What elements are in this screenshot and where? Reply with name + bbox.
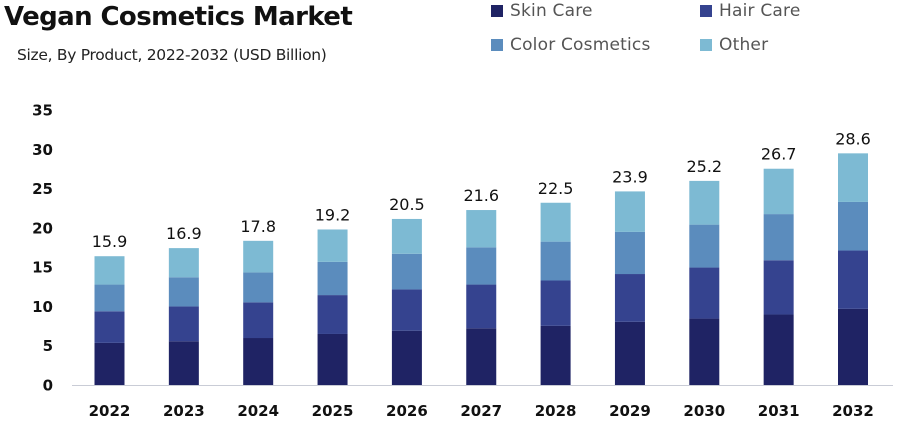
bar-segment-hair-care-2030: [689, 267, 720, 319]
data-label-2023: 16.9: [166, 224, 202, 243]
bar-segment-hair-care-2022: [94, 311, 125, 343]
bar-segment-other-2028: [540, 202, 571, 242]
bar-segment-color-cosmetics-2027: [466, 247, 497, 285]
bar-segment-skin-care-2029: [614, 321, 645, 385]
bar-segment-skin-care-2031: [763, 314, 794, 385]
legend-label-skin-care: Skin Care: [510, 1, 593, 21]
bar-segment-other-2029: [614, 191, 645, 232]
y-tick-label: 10: [32, 298, 53, 316]
data-label-2022: 15.9: [92, 232, 128, 251]
bar-segment-skin-care-2022: [94, 342, 125, 385]
y-tick-label: 0: [43, 377, 53, 395]
bar-segment-skin-care-2023: [168, 341, 199, 385]
bar-segment-other-2023: [168, 248, 199, 278]
chart-title: Vegan Cosmetics Market: [4, 2, 353, 32]
bar-segment-other-2026: [391, 218, 422, 254]
bar-segment-hair-care-2027: [466, 284, 497, 329]
bar-segment-other-2025: [317, 229, 348, 262]
data-label-2029: 23.9: [612, 167, 648, 186]
bar-segment-hair-care-2028: [540, 280, 571, 326]
data-label-2026: 20.5: [389, 195, 425, 214]
legend-label-other: Other: [719, 35, 769, 55]
x-tick-label-2023: 2023: [163, 402, 205, 420]
data-label-2027: 21.6: [463, 186, 499, 205]
bar-segment-color-cosmetics-2030: [689, 224, 720, 268]
x-tick-label-2027: 2027: [460, 402, 502, 420]
bar-segment-color-cosmetics-2025: [317, 261, 348, 296]
bar-segment-color-cosmetics-2023: [168, 277, 199, 307]
bar-segment-skin-care-2026: [391, 330, 422, 385]
data-label-2030: 25.2: [686, 157, 722, 176]
x-tick-label-2026: 2026: [386, 402, 428, 420]
y-tick-label: 25: [32, 180, 53, 198]
x-tick-label-2025: 2025: [312, 402, 354, 420]
legend-label-hair-care: Hair Care: [719, 1, 801, 21]
x-tick-label-2030: 2030: [683, 402, 725, 420]
bar-segment-hair-care-2025: [317, 295, 348, 334]
bar-segment-other-2024: [243, 240, 274, 273]
data-label-2031: 26.7: [761, 145, 797, 164]
legend-item-other: Other: [700, 35, 768, 55]
legend-swatch-color-cosmetics: [491, 39, 503, 51]
bar-segment-other-2032: [838, 153, 868, 202]
legend-item-color-cosmetics: Color Cosmetics: [491, 35, 651, 55]
data-label-2032: 28.6: [835, 129, 871, 148]
x-tick-label-2029: 2029: [609, 402, 651, 420]
bar-segment-hair-care-2026: [391, 289, 422, 331]
legend-item-hair-care: Hair Care: [700, 1, 800, 21]
bar-segment-skin-care-2024: [243, 338, 274, 385]
bar-segment-hair-care-2031: [763, 260, 794, 315]
legend-item-skin-care: Skin Care: [491, 1, 593, 21]
legend-swatch-hair-care: [700, 5, 712, 17]
x-tick-label-2032: 2032: [832, 402, 874, 420]
bar-segment-color-cosmetics-2022: [94, 284, 125, 312]
bar-segment-hair-care-2024: [243, 302, 274, 339]
y-tick-label: 15: [32, 259, 53, 277]
data-label-2025: 19.2: [315, 205, 351, 224]
y-tick-label: 35: [32, 102, 53, 120]
bar-segment-color-cosmetics-2029: [614, 231, 645, 275]
bar-segment-skin-care-2027: [466, 328, 497, 385]
data-label-2028: 22.5: [538, 179, 574, 198]
bar-segment-color-cosmetics-2024: [243, 272, 274, 303]
x-tick-label-2028: 2028: [535, 402, 577, 420]
bar-segment-hair-care-2023: [168, 306, 199, 342]
bar-segment-hair-care-2029: [614, 274, 645, 322]
x-tick-label-2022: 2022: [89, 402, 131, 420]
bar-segment-other-2027: [466, 210, 497, 248]
bar-segment-skin-care-2025: [317, 333, 348, 385]
bar-segment-skin-care-2032: [838, 308, 868, 385]
legend-swatch-skin-care: [491, 5, 503, 17]
x-tick-label-2031: 2031: [758, 402, 800, 420]
y-tick-label: 20: [32, 219, 53, 237]
bar-segment-skin-care-2030: [689, 318, 720, 385]
bar-segment-other-2030: [689, 180, 720, 225]
bar-segment-hair-care-2032: [838, 250, 868, 309]
x-tick-label-2024: 2024: [237, 402, 279, 420]
legend-label-color-cosmetics: Color Cosmetics: [510, 35, 651, 55]
legend-swatch-other: [700, 39, 712, 51]
bar-segment-color-cosmetics-2031: [763, 214, 794, 261]
data-label-2024: 17.8: [240, 217, 276, 236]
bar-segment-color-cosmetics-2032: [838, 201, 868, 251]
bar-segment-color-cosmetics-2028: [540, 241, 571, 281]
y-tick-label: 5: [43, 337, 53, 355]
bar-segment-skin-care-2028: [540, 325, 571, 385]
bar-segment-other-2022: [94, 256, 125, 285]
y-tick-label: 30: [32, 141, 53, 159]
bar-segment-color-cosmetics-2026: [391, 253, 422, 290]
chart-subtitle: Size, By Product, 2022-2032 (USD Billion…: [17, 46, 327, 64]
bar-segment-other-2031: [763, 168, 794, 215]
